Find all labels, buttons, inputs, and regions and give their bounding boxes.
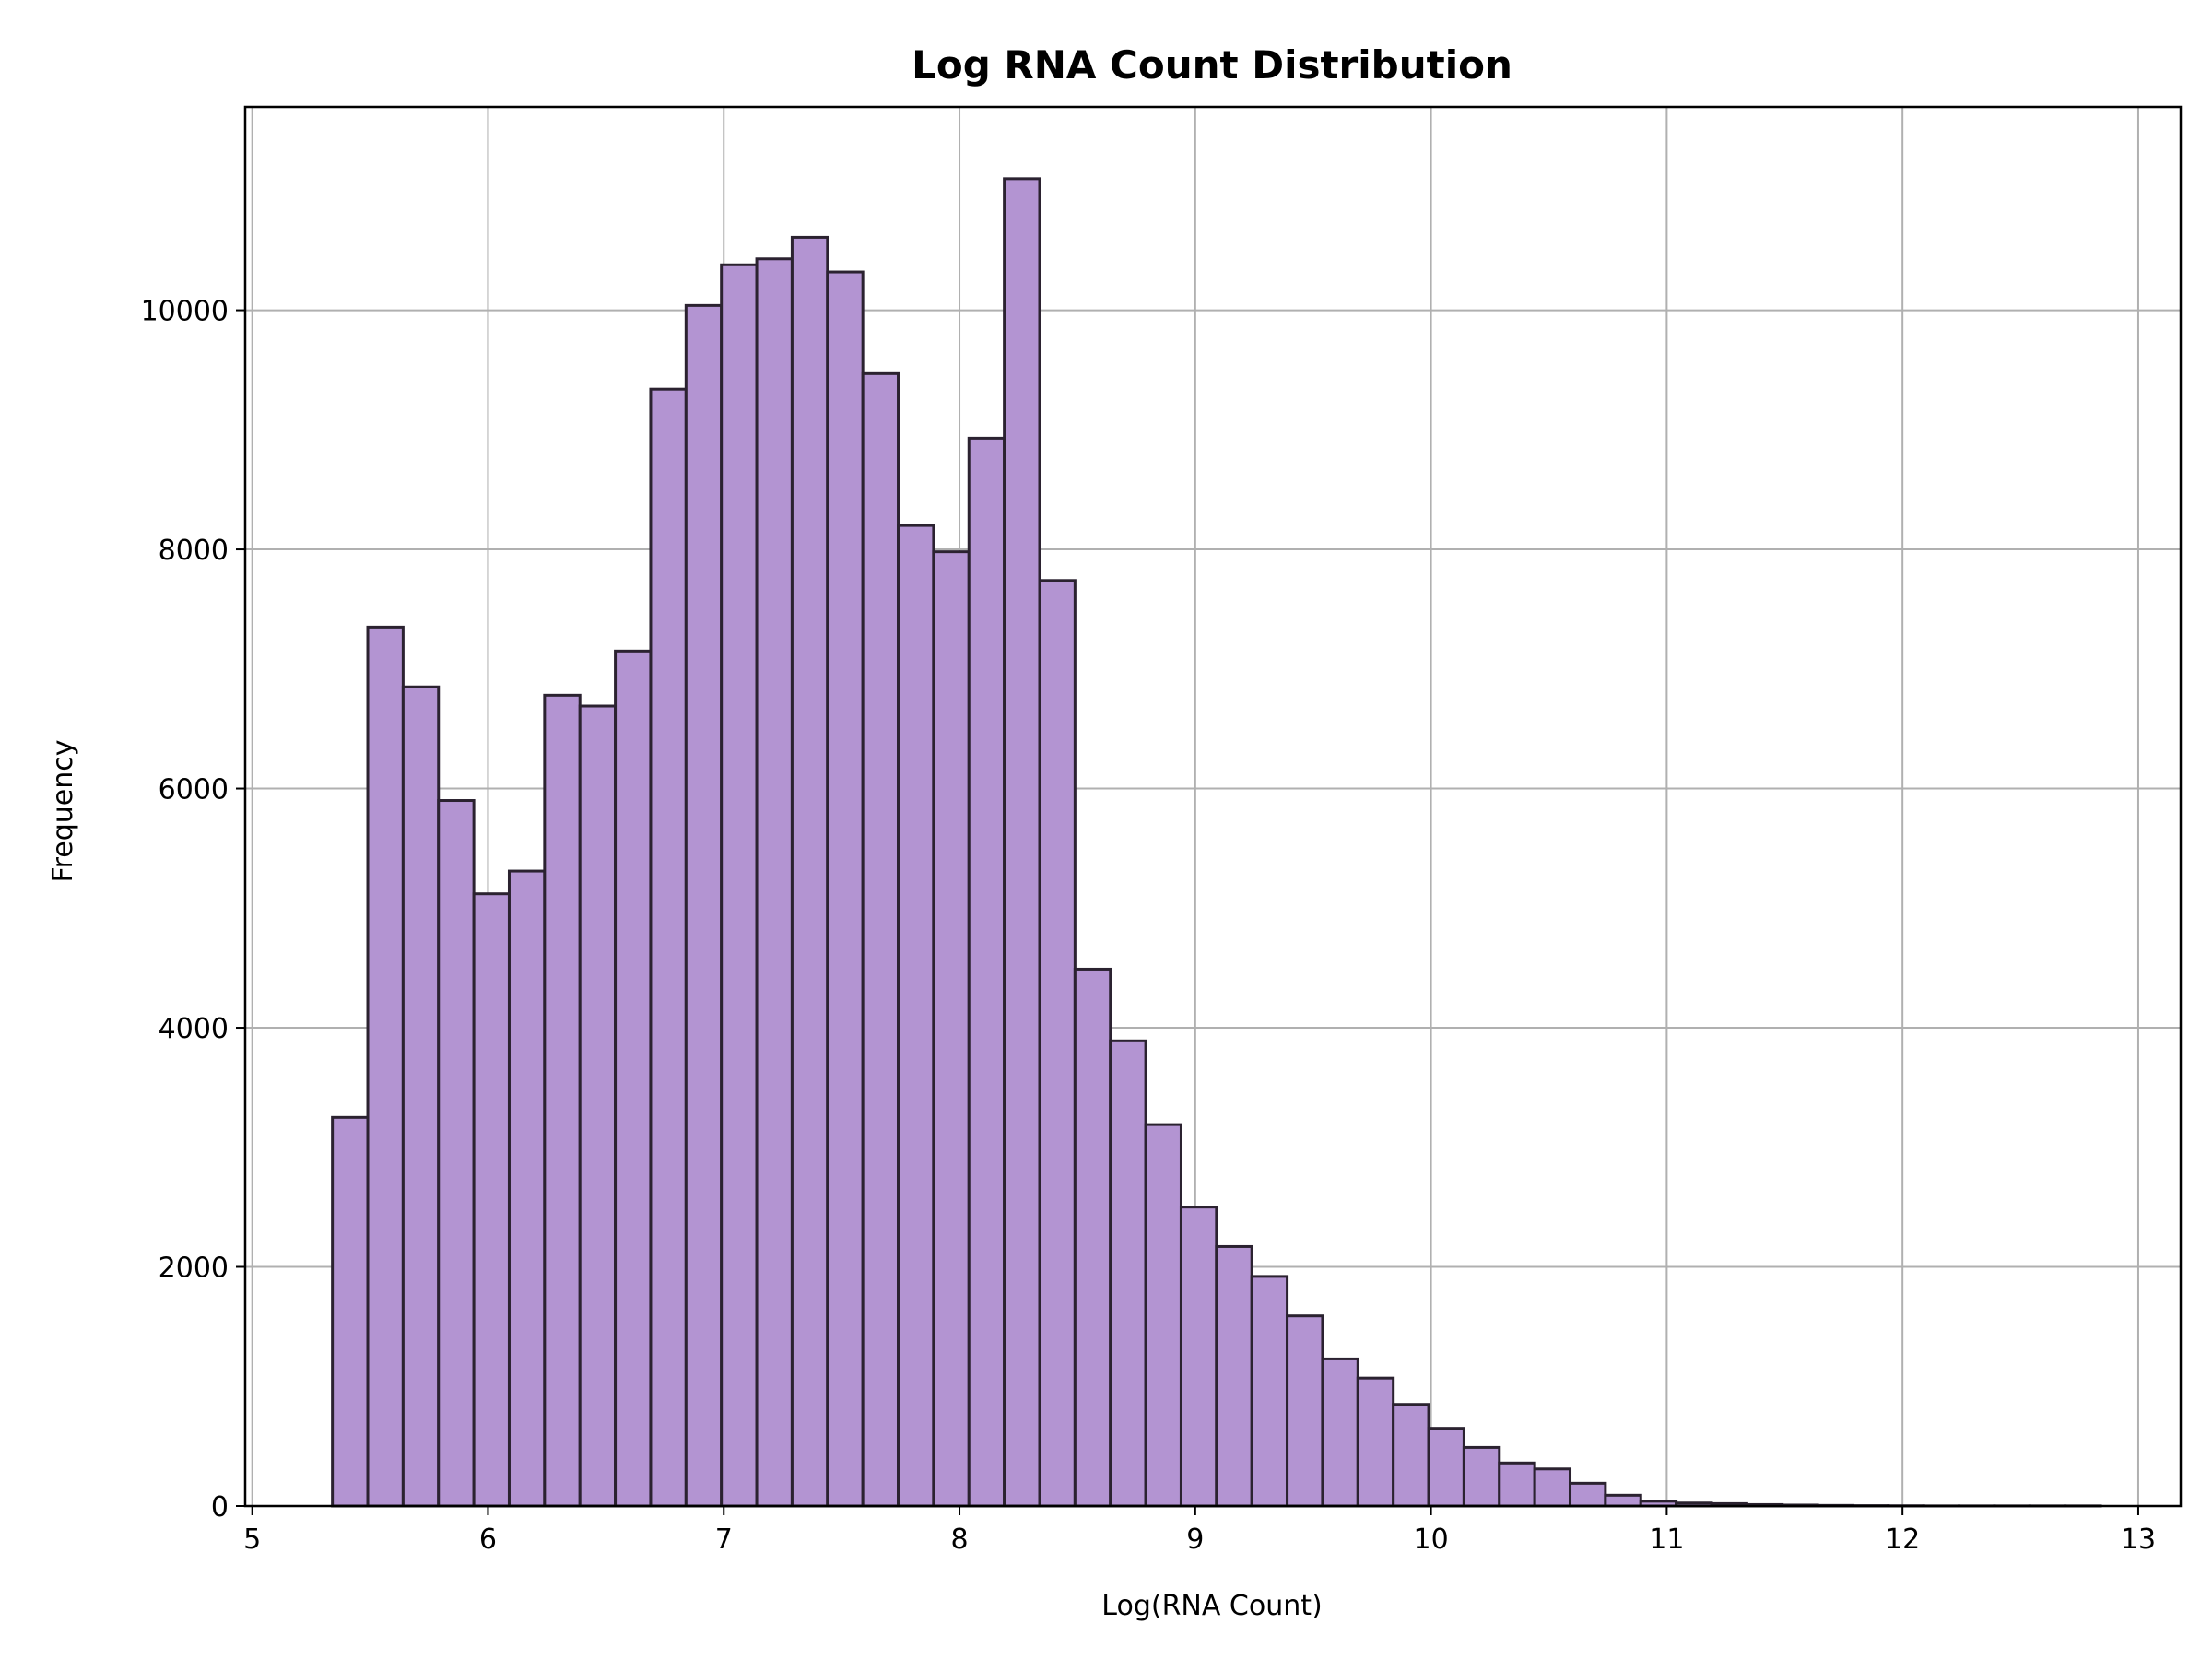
histogram-bar xyxy=(897,524,935,1508)
histogram-bar xyxy=(1392,1403,1430,1508)
histogram-bar xyxy=(932,550,971,1508)
histogram-bar xyxy=(1498,1461,1536,1508)
histogram-bar xyxy=(861,371,900,1508)
histogram-bar xyxy=(1144,1123,1182,1508)
histogram-bar xyxy=(366,625,405,1508)
histogram-bar xyxy=(720,263,759,1508)
y-tick-label: 8000 xyxy=(159,535,229,567)
y-tick-label: 10000 xyxy=(141,296,229,328)
x-tick-label: 11 xyxy=(1649,1524,1684,1556)
chart-title: Log RNA Count Distribution xyxy=(912,42,1512,88)
x-tick-label: 7 xyxy=(715,1524,733,1556)
histogram-bar xyxy=(614,649,653,1508)
y-tick-label: 2000 xyxy=(159,1253,229,1285)
x-tick-label: 13 xyxy=(2121,1524,2156,1556)
histogram-bar xyxy=(790,235,830,1508)
histogram-bar xyxy=(1073,967,1112,1508)
histogram-bar xyxy=(1533,1467,1572,1508)
histogram-bar xyxy=(1286,1314,1324,1508)
x-tick-label: 12 xyxy=(1885,1524,1920,1556)
x-tick-label: 5 xyxy=(243,1524,261,1556)
histogram-bar xyxy=(1462,1445,1501,1508)
y-tick-label: 0 xyxy=(211,1491,229,1524)
histogram-bar xyxy=(1569,1481,1607,1508)
histogram-bar xyxy=(1038,579,1077,1508)
histogram-bar xyxy=(1356,1376,1395,1508)
histogram-bars xyxy=(331,177,2102,1508)
x-tick-label: 6 xyxy=(479,1524,497,1556)
histogram-bar xyxy=(755,257,794,1508)
y-axis-label: Frequency xyxy=(47,740,79,883)
x-tick-label: 9 xyxy=(1186,1524,1204,1556)
plot-frame xyxy=(243,105,2183,1508)
x-tick-label: 8 xyxy=(950,1524,968,1556)
histogram-bar xyxy=(1179,1206,1218,1508)
x-axis-label: Log(RNA Count) xyxy=(1101,1590,1322,1622)
histogram-bar xyxy=(1003,177,1041,1508)
histogram-bar xyxy=(437,799,476,1508)
histogram-bar xyxy=(1321,1357,1359,1508)
histogram-bar xyxy=(1427,1427,1465,1508)
histogram-bar xyxy=(1250,1275,1289,1508)
x-tick-label: 10 xyxy=(1414,1524,1449,1556)
histogram-bar xyxy=(507,869,547,1508)
histogram-bar xyxy=(401,685,441,1508)
histogram-bar xyxy=(1215,1244,1253,1508)
histogram-bar xyxy=(578,704,618,1508)
y-tick-label: 6000 xyxy=(159,774,229,806)
histogram-bar xyxy=(649,387,688,1508)
histogram-bar xyxy=(472,892,511,1508)
histogram-bar xyxy=(1604,1493,1642,1508)
histogram-bar xyxy=(1109,1039,1147,1508)
y-tick-label: 4000 xyxy=(159,1013,229,1045)
histogram-bar xyxy=(684,303,724,1508)
histogram-bar xyxy=(967,436,1006,1508)
histogram-bar xyxy=(826,270,865,1508)
axis-ticks: 5 6 7 8 9 10 11 12 13 0 2000 4000 6000 8000 10000 xyxy=(141,296,2156,1556)
histogram-bar xyxy=(543,693,582,1508)
histogram-bar xyxy=(331,1115,370,1508)
